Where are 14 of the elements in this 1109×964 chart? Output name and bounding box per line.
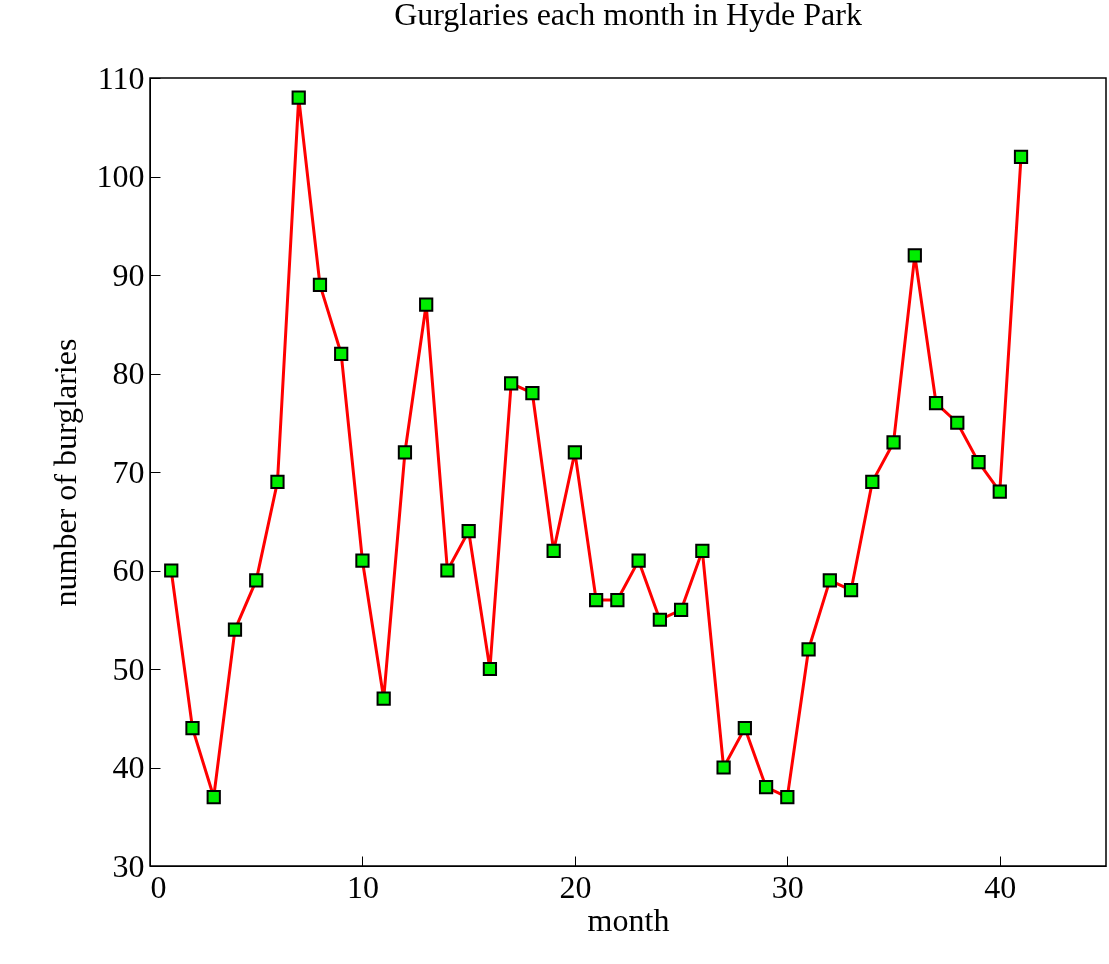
- y-tick-label: 110: [97, 59, 145, 96]
- x-tick-label: 0: [150, 868, 167, 905]
- y-tick-label: 100: [96, 158, 145, 194]
- y-tick-label: 70: [112, 453, 145, 490]
- y-tick-label: 90: [112, 256, 145, 293]
- chart-title: Gurglaries each month in Hyde Park: [394, 0, 862, 32]
- y-tick-label: 40: [112, 749, 145, 785]
- y-tick-label: 50: [112, 650, 145, 687]
- x-tick-label: 30: [771, 868, 804, 905]
- y-tick-label: 60: [112, 552, 145, 588]
- y-axis-title: number of burglaries: [46, 338, 83, 607]
- x-tick-label: 40: [984, 868, 1017, 905]
- x-tick-label: 10: [346, 868, 379, 905]
- y-tick-label: 80: [112, 355, 145, 391]
